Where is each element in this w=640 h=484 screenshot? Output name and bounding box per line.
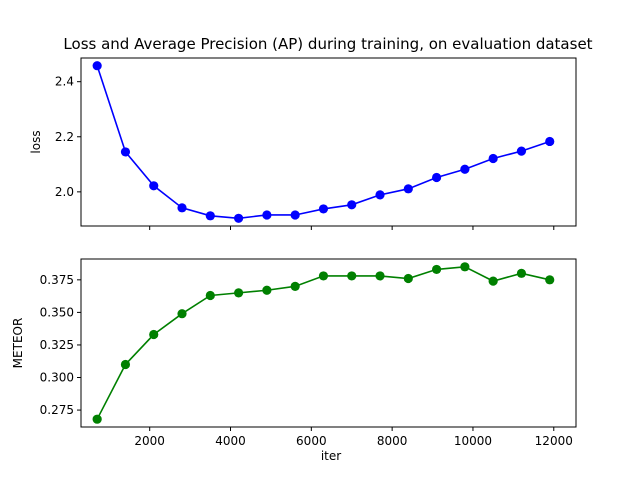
x-tick-label: 12000 xyxy=(535,434,573,448)
data-point xyxy=(92,61,102,71)
data-point xyxy=(120,359,131,370)
data-point xyxy=(516,268,527,278)
data-point xyxy=(290,281,300,291)
y-axis-label: loss xyxy=(29,130,43,153)
data-point xyxy=(290,210,300,220)
data-point xyxy=(545,136,555,147)
data-point xyxy=(120,147,131,157)
data-point xyxy=(177,203,187,213)
data-point xyxy=(460,262,470,272)
chart-panels: 2.0 2.2 2.4 loss 0.275 0.300 0.325 0.350 0.375 20… xyxy=(11,57,577,448)
x-tick-label: 6000 xyxy=(296,434,327,448)
y-tick-label: 0.275 xyxy=(40,403,74,417)
data-point xyxy=(460,164,470,174)
y-tick-label: 0.300 xyxy=(40,371,74,385)
data-point xyxy=(149,181,159,191)
plot-frame xyxy=(80,57,577,227)
panel-loss: 2.0 2.2 2.4 loss xyxy=(29,57,577,230)
data-point xyxy=(488,153,498,164)
data-point xyxy=(92,414,102,424)
y-axis-label: METEOR xyxy=(11,318,25,369)
x-tick-label: 4000 xyxy=(215,434,246,448)
y-tick-label: 0.325 xyxy=(40,338,74,352)
x-tick-label: 8000 xyxy=(377,434,408,448)
y-tick-label: 0.375 xyxy=(40,273,74,287)
data-point xyxy=(262,285,272,295)
data-point xyxy=(318,271,329,281)
data-point xyxy=(347,200,357,210)
data-point xyxy=(545,275,555,285)
chart-title: Loss and Average Precision (AP) during t… xyxy=(63,35,592,53)
data-point xyxy=(516,146,527,156)
x-tick-label: 2000 xyxy=(134,434,165,448)
data-point xyxy=(403,273,413,284)
data-point xyxy=(149,329,159,340)
y-tick-label: 2.2 xyxy=(55,130,74,144)
data-point xyxy=(205,211,215,221)
data-point xyxy=(431,172,442,183)
panel-meteor: 0.275 0.300 0.325 0.350 0.375 2000 4000 6000 800… xyxy=(11,258,577,448)
data-point xyxy=(233,213,244,223)
data-point xyxy=(431,264,442,275)
y-tick-label: 2.0 xyxy=(55,185,74,199)
plot-frame xyxy=(80,258,577,428)
data-point xyxy=(205,290,215,301)
y-tick-label: 0.350 xyxy=(40,305,74,319)
data-point xyxy=(375,271,385,281)
data-point xyxy=(177,309,187,319)
data-point xyxy=(233,288,244,298)
data-point xyxy=(488,276,498,286)
data-point xyxy=(262,210,272,220)
data-point xyxy=(375,190,385,200)
data-point xyxy=(403,184,413,194)
x-tick-label: 10000 xyxy=(454,434,492,448)
x-axis-label: iter xyxy=(321,449,341,463)
data-point xyxy=(347,271,357,281)
data-point xyxy=(318,204,329,214)
y-tick-label: 2.4 xyxy=(55,75,74,89)
